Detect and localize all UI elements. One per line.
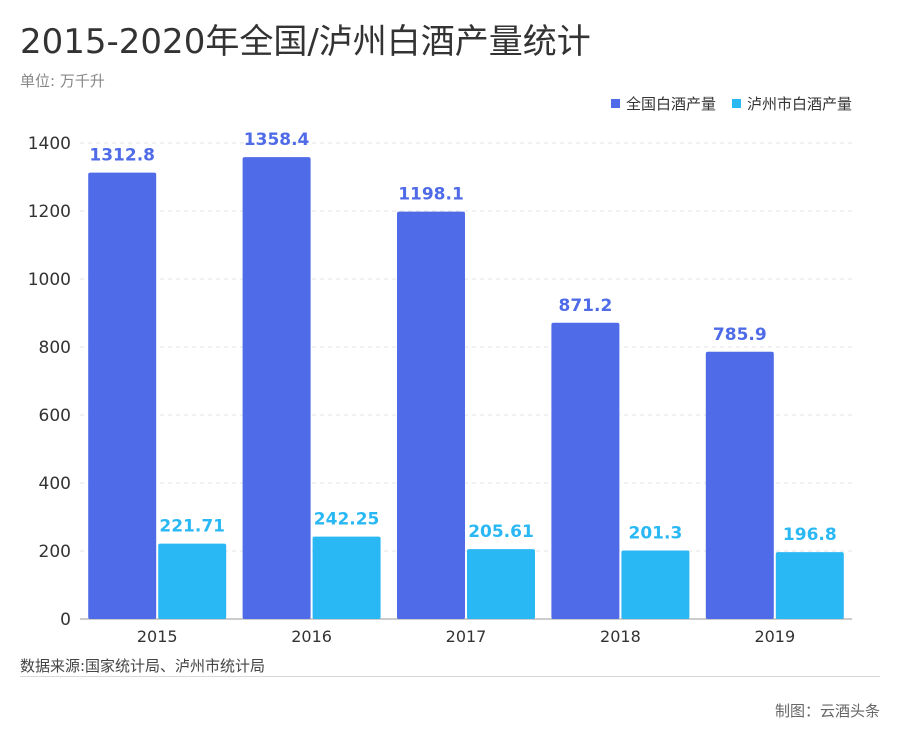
divider	[20, 676, 880, 677]
y-tick-label: 800	[39, 338, 71, 358]
legend-swatch-luzhou	[731, 99, 741, 108]
x-tick-label: 2017	[446, 627, 487, 646]
data-label-national: 1198.1	[398, 185, 464, 205]
data-label-luzhou: 205.61	[468, 522, 534, 542]
data-label-luzhou: 196.8	[783, 525, 837, 545]
chart-title: 2015-2020年全国/泸州白酒产量统计	[20, 22, 591, 62]
bar-luzhou	[312, 536, 381, 619]
x-tick-label: 2018	[600, 627, 641, 646]
data-label-national: 1358.4	[244, 130, 310, 150]
bar-national	[705, 351, 774, 619]
y-tick-label: 1000	[28, 270, 71, 290]
y-tick-label: 1400	[28, 134, 71, 154]
data-label-luzhou: 221.71	[159, 517, 225, 537]
legend: 全国白酒产量 泸州市白酒产量	[610, 93, 852, 114]
y-tick-label: 0	[60, 610, 71, 630]
data-label-national: 1312.8	[89, 146, 155, 166]
data-source: 数据来源:国家统计局、泸州市统计局	[20, 657, 266, 675]
y-tick-label: 1200	[28, 202, 71, 222]
data-label-luzhou: 242.25	[314, 510, 380, 530]
chart-credit: 制图：云酒头条	[774, 702, 880, 720]
legend-item-national: 全国白酒产量	[610, 93, 716, 114]
data-label-luzhou: 201.3	[629, 524, 683, 544]
legend-item-luzhou: 泸州市白酒产量	[731, 93, 852, 114]
data-label-national: 785.9	[713, 325, 767, 345]
legend-label-national: 全国白酒产量	[625, 95, 716, 113]
bar-national	[88, 172, 157, 619]
bar-luzhou	[158, 543, 227, 619]
unit-label: 单位: 万千升	[20, 72, 105, 90]
y-tick-label: 200	[39, 542, 71, 562]
bar-national	[551, 322, 620, 619]
legend-label-luzhou: 泸州市白酒产量	[746, 95, 852, 113]
bar-national	[397, 211, 465, 619]
x-tick-label: 2016	[291, 627, 332, 646]
bar-luzhou	[621, 550, 690, 619]
x-tick-label: 2019	[754, 627, 795, 646]
bar-luzhou	[775, 552, 844, 619]
y-tick-label: 400	[39, 474, 71, 494]
y-tick-label: 600	[39, 406, 71, 426]
bar-national	[242, 157, 311, 620]
legend-swatch-national	[610, 99, 620, 108]
x-tick-label: 2015	[137, 627, 178, 646]
bar-luzhou	[467, 549, 535, 619]
data-label-national: 871.2	[559, 296, 613, 316]
